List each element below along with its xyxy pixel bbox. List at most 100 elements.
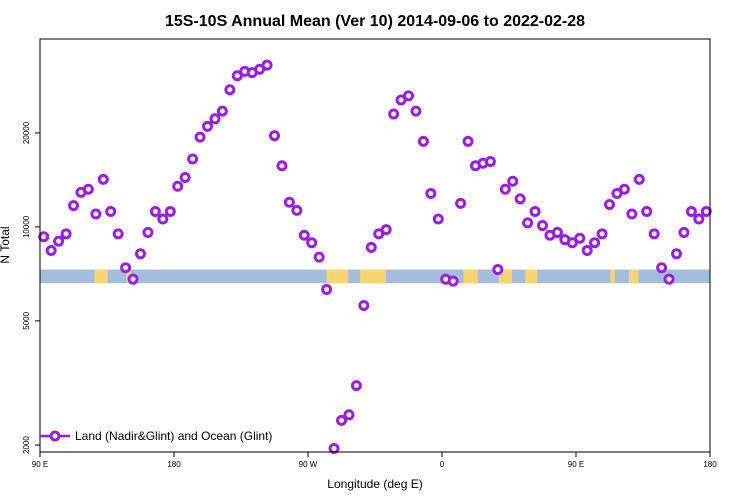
data-point <box>574 232 586 244</box>
data-point <box>187 153 199 165</box>
x-tick-label: 90 W <box>299 460 318 469</box>
data-point <box>45 245 57 257</box>
data-point <box>120 262 132 274</box>
data-point <box>633 173 645 185</box>
data-point <box>447 275 459 287</box>
data-point <box>365 241 377 253</box>
data-point <box>492 264 504 276</box>
data-point <box>53 235 65 247</box>
data-point <box>149 206 161 218</box>
data-point <box>663 273 675 285</box>
data-point <box>403 90 414 102</box>
data-point <box>358 299 370 311</box>
data-point <box>321 284 333 296</box>
data-point <box>313 251 325 263</box>
x-tick-label: 180 <box>703 460 717 469</box>
y-tick-label: 20000 <box>22 121 31 144</box>
data-point <box>566 237 578 249</box>
data-point <box>112 228 124 240</box>
data-point <box>484 156 496 168</box>
data-point <box>179 171 191 183</box>
data-point <box>432 213 444 225</box>
data-point <box>455 197 467 209</box>
x-tick-label: 90 E <box>568 460 584 469</box>
data-point <box>596 228 608 240</box>
y-tick-label: 10000 <box>22 215 31 238</box>
land-segment-6 <box>525 269 538 284</box>
data-point <box>90 208 102 220</box>
data-point <box>283 196 295 208</box>
data-point <box>388 108 400 120</box>
data-point <box>618 183 630 195</box>
data-point <box>626 208 638 220</box>
data-point <box>693 213 705 225</box>
data-point <box>529 206 541 218</box>
x-axis-label: Longitude (deg E) <box>327 477 422 491</box>
land-segment-4 <box>463 269 478 284</box>
data-point <box>671 248 682 260</box>
data-point <box>581 245 593 257</box>
data-point <box>507 175 519 187</box>
chart-title: 15S-10S Annual Mean (Ver 10) 2014-09-06 … <box>165 13 585 30</box>
data-point <box>38 231 50 243</box>
data-point <box>261 59 273 71</box>
land-segment-0 <box>94 269 108 284</box>
data-point <box>269 130 280 142</box>
data-point <box>328 442 340 454</box>
land-segment-8 <box>628 269 639 284</box>
data-point <box>142 226 154 238</box>
data-point <box>82 183 94 195</box>
data-point <box>135 248 146 260</box>
y-axis: 2000 5000 10000 20000 <box>22 121 40 454</box>
data-point <box>522 217 534 229</box>
data-point <box>164 206 176 218</box>
data-point <box>306 237 318 249</box>
data-point <box>551 226 563 238</box>
data-point <box>604 198 615 210</box>
data-point <box>97 173 109 185</box>
y-axis-label: N Total <box>0 226 12 263</box>
data-point <box>276 160 288 172</box>
legend-label: Land (Nadir&Glint) and Ocean (Glint) <box>75 429 272 443</box>
data-point <box>350 380 362 392</box>
data-point <box>68 200 79 212</box>
data-point <box>298 229 310 241</box>
data-point <box>462 135 474 147</box>
data-point <box>380 224 392 236</box>
data-point <box>656 262 668 274</box>
land-segment-3 <box>360 269 387 284</box>
data-point <box>685 206 697 218</box>
data-point <box>700 206 712 218</box>
plot-area <box>38 59 712 454</box>
y-tick-label: 2000 <box>22 436 31 454</box>
data-point <box>410 105 422 117</box>
data-point <box>678 226 690 238</box>
data-point <box>537 220 548 232</box>
legend: Land (Nadir&Glint) and Ocean (Glint) <box>40 429 272 443</box>
data-point <box>417 135 429 147</box>
data-point <box>172 180 184 192</box>
legend-marker-swatch <box>49 430 61 442</box>
data-point <box>514 193 526 205</box>
data-point <box>336 414 347 426</box>
data-point <box>291 204 303 216</box>
x-tick-label: 180 <box>167 460 181 469</box>
x-axis: 90 E 180 90 W 0 90 E 180 <box>32 452 717 469</box>
plot-frame <box>39 38 711 453</box>
data-point <box>202 120 213 132</box>
data-point <box>343 409 355 421</box>
land-segment-7 <box>610 269 615 284</box>
data-point <box>216 105 228 117</box>
data-point <box>157 213 169 225</box>
data-point <box>60 228 72 240</box>
y-tick-label: 5000 <box>22 311 31 329</box>
data-point <box>105 206 117 218</box>
data-point <box>231 70 243 82</box>
data-point <box>127 273 139 285</box>
land-segment-2 <box>326 269 349 284</box>
data-point <box>499 183 511 195</box>
data-point <box>194 131 206 143</box>
data-point <box>224 84 236 96</box>
x-tick-label: 0 <box>440 460 445 469</box>
